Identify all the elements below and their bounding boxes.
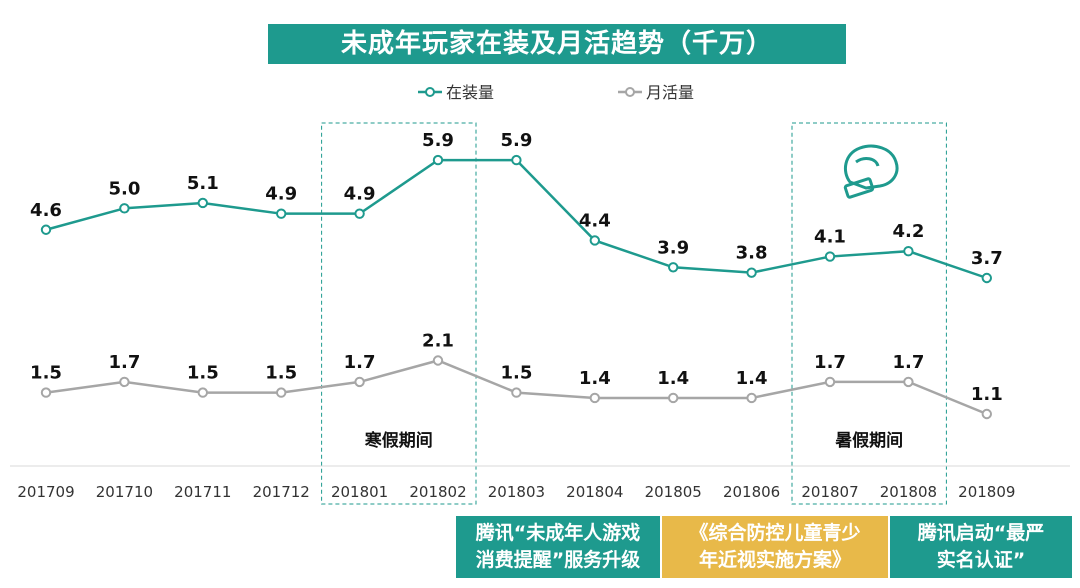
highlight-regions: 寒假期间 暑假期间 <box>321 122 947 505</box>
data-point <box>432 355 444 366</box>
data-label: 1.4 <box>736 368 768 389</box>
data-point <box>903 246 914 257</box>
data-label: 4.2 <box>892 221 924 242</box>
data-label: 4.9 <box>265 184 297 205</box>
event-note-realname: 腾讯启动“最严 实名认证” <box>890 516 1072 578</box>
data-label: 5.0 <box>108 178 140 199</box>
highlight-region-label: 暑假期间 <box>835 430 903 451</box>
data-label: 1.5 <box>500 363 532 384</box>
data-point <box>40 224 52 235</box>
legend-dot-installs <box>425 87 435 97</box>
data-point <box>668 392 679 404</box>
data-label: 5.1 <box>187 173 219 194</box>
note-line: 消费提醒”服务升级 <box>475 549 641 571</box>
data-label: 2.1 <box>422 331 454 352</box>
x-tick-label: 201803 <box>488 483 545 501</box>
series-layer: 4.6 5.0 5.1 4.9 4.9 5.9 5.9 4.4 3.9 3.8 4.1 4.2 3.7 1… <box>30 130 1003 420</box>
legend-dot-mau <box>625 87 635 97</box>
data-point <box>981 272 992 284</box>
data-point <box>119 376 130 388</box>
note-line: 实名认证” <box>936 549 1026 571</box>
data-label: 3.7 <box>971 248 1003 269</box>
data-label: 1.5 <box>30 363 62 384</box>
data-label: 1.5 <box>265 363 297 384</box>
data-point <box>511 154 522 166</box>
x-tick-label: 201806 <box>723 483 780 501</box>
highlight-region-box <box>791 122 947 505</box>
data-label: 1.7 <box>344 352 376 373</box>
data-label: 1.4 <box>579 368 611 389</box>
data-point <box>276 387 287 398</box>
highlight-region-box <box>321 122 477 505</box>
event-note-myopia-plan: 《综合防控儿童青少 年近视实施方案》 <box>662 516 888 578</box>
legend: 在装量 月活量 <box>418 83 694 102</box>
x-tick-label: 201809 <box>958 483 1015 501</box>
x-tick-label: 201805 <box>645 483 702 501</box>
data-point <box>668 262 679 273</box>
data-label: 3.9 <box>657 237 689 258</box>
data-label: 3.8 <box>736 243 768 264</box>
data-point <box>40 387 52 398</box>
data-point <box>746 267 757 278</box>
data-point <box>824 376 836 388</box>
data-point <box>746 392 757 404</box>
data-label: 4.6 <box>30 200 62 221</box>
x-tick-label: 201808 <box>880 483 937 501</box>
legend-label-mau: 月活量 <box>646 83 694 102</box>
data-point <box>197 197 209 209</box>
data-point <box>903 376 914 388</box>
x-tick-label: 201807 <box>801 483 858 501</box>
data-point <box>589 392 600 404</box>
x-tick-label: 201711 <box>174 483 231 501</box>
x-tick-label: 201804 <box>566 483 623 501</box>
data-label: 1.1 <box>971 384 1003 405</box>
data-label: 4.4 <box>579 210 611 231</box>
note-line: 腾讯启动“最严 <box>917 522 1045 544</box>
data-point <box>276 208 287 219</box>
x-tick-label: 201801 <box>331 483 388 501</box>
data-point <box>354 208 365 219</box>
data-point <box>432 154 444 166</box>
x-tick-label: 201710 <box>96 483 153 501</box>
highlight-region-label: 寒假期间 <box>365 430 433 451</box>
boxing-glove-icon <box>843 144 899 199</box>
data-label: 5.9 <box>422 130 454 151</box>
data-label: 1.7 <box>108 352 140 373</box>
data-label: 1.5 <box>187 363 219 384</box>
data-label: 1.7 <box>892 352 924 373</box>
data-point <box>119 203 130 214</box>
data-label: 4.1 <box>814 227 846 248</box>
data-point <box>511 387 522 398</box>
data-point <box>981 408 992 420</box>
x-tick-label: 201802 <box>409 483 466 501</box>
event-note-tencent-reminder: 腾讯“未成年人游戏 消费提醒”服务升级 <box>456 516 660 578</box>
data-label: 1.7 <box>814 352 846 373</box>
data-point <box>197 387 209 398</box>
x-tick-label: 201712 <box>253 483 310 501</box>
data-point <box>589 235 600 246</box>
legend-label-installs: 在装量 <box>446 83 494 102</box>
data-point <box>824 251 836 262</box>
data-label: 5.9 <box>500 130 532 151</box>
x-tick-label: 201709 <box>17 483 74 501</box>
x-tick-labels: 201709 201710 201711 201712 201801 201802 2018… <box>17 483 1015 501</box>
data-label: 1.4 <box>657 368 689 389</box>
note-line: 腾讯“未成年人游戏 <box>475 522 641 544</box>
data-point <box>354 376 365 388</box>
note-line: 年近视实施方案》 <box>698 549 851 571</box>
chart-title: 未成年玩家在装及月活趋势（千万） <box>268 24 846 64</box>
note-line: 《综合防控儿童青少 <box>689 522 861 544</box>
data-label: 4.9 <box>344 184 376 205</box>
